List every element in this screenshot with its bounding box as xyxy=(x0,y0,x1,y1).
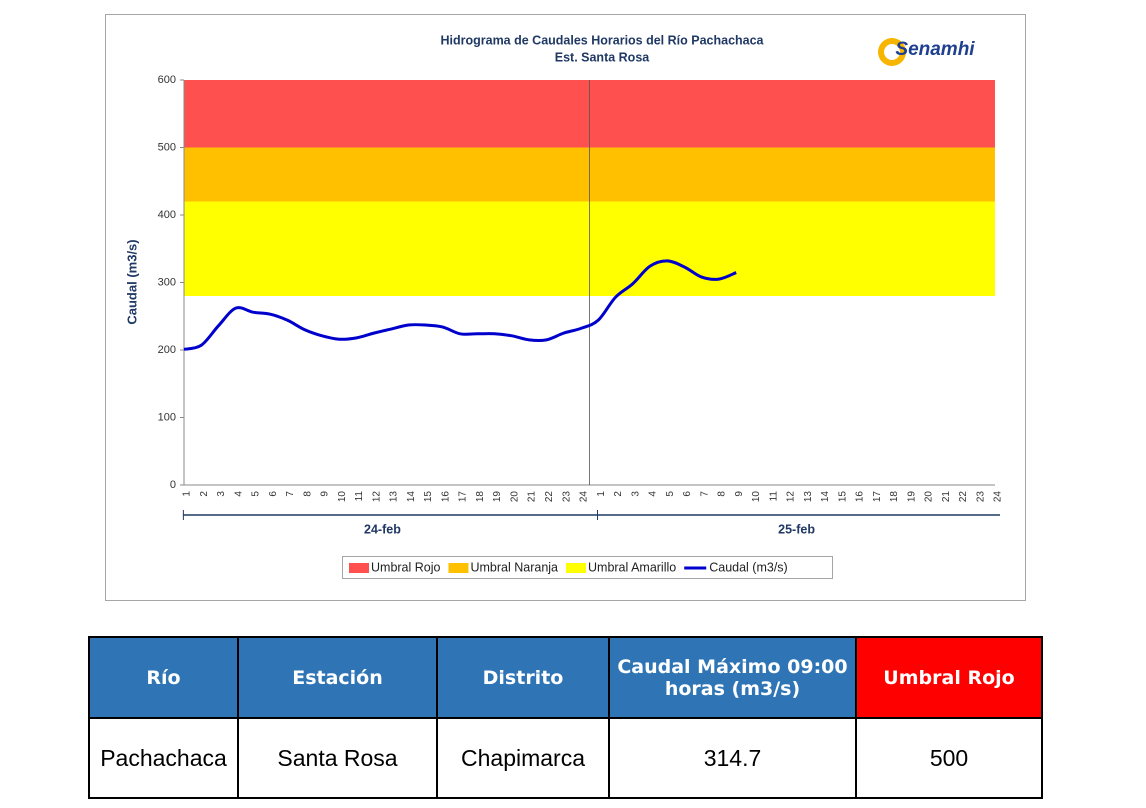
logo-sun xyxy=(878,38,906,66)
x-tick-label: 12 xyxy=(786,491,797,503)
legend-label: Umbral Rojo xyxy=(371,560,441,574)
chart: Hidrograma de Caudales Horarios del Río … xyxy=(105,14,1026,601)
legend-swatch xyxy=(349,563,369,573)
x-tick-label: 4 xyxy=(648,491,659,497)
x-tick-label: 14 xyxy=(406,491,417,503)
chart-subtitle: Est. Santa Rosa xyxy=(555,50,651,64)
x-tick-label: 7 xyxy=(285,491,296,497)
cell: Pachachaca xyxy=(88,717,239,799)
legend-label: Umbral Amarillo xyxy=(588,560,676,574)
x-tick-label: 1 xyxy=(182,491,193,497)
x-tick-label: 20 xyxy=(924,491,935,503)
x-tick-label: 18 xyxy=(889,491,900,503)
x-tick-label: 22 xyxy=(544,491,555,503)
legend-label: Caudal (m3/s) xyxy=(709,560,788,574)
x-tick-label: 13 xyxy=(803,491,814,503)
group-label: 24-feb xyxy=(364,522,401,536)
x-tick-label: 16 xyxy=(855,491,866,503)
x-tick-label: 24 xyxy=(993,491,1004,503)
logo-text: Senamhi xyxy=(895,39,975,60)
x-tick-label: 9 xyxy=(734,491,745,497)
cell: Chapimarca xyxy=(436,717,610,799)
x-tick-label: 7 xyxy=(699,491,710,497)
x-tick-label: 8 xyxy=(302,491,313,497)
x-tick-label: 13 xyxy=(389,491,400,503)
header-cell: Estación xyxy=(237,636,438,719)
y-tick-label: 200 xyxy=(158,344,176,356)
legend-label: Umbral Naranja xyxy=(470,560,558,574)
x-tick-label: 22 xyxy=(958,491,969,503)
x-tick-label: 20 xyxy=(509,491,520,503)
header-cell: Caudal Máximo 09:00 horas (m3/s) xyxy=(608,636,857,719)
y-axis-label: Caudal (m3/s) xyxy=(124,239,139,324)
x-tick-label: 8 xyxy=(717,491,728,497)
x-tick-label: 5 xyxy=(251,491,262,497)
legend-swatch xyxy=(448,563,469,573)
cell: Santa Rosa xyxy=(237,717,438,799)
y-tick-label: 400 xyxy=(158,209,176,221)
header-cell: Río xyxy=(88,636,239,719)
x-tick-label: 9 xyxy=(320,491,331,497)
series-line xyxy=(183,259,737,351)
y-tick-label: 0 xyxy=(170,479,176,491)
x-tick-label: 24 xyxy=(579,491,590,503)
x-tick-label: 21 xyxy=(941,491,952,503)
x-tick-label: 2 xyxy=(613,491,624,497)
x-tick-label: 19 xyxy=(492,491,503,503)
cell: 314.7 xyxy=(608,717,857,799)
x-tick-label: 6 xyxy=(682,491,693,497)
header-cell: Umbral Rojo xyxy=(855,636,1043,719)
data-row: Pachachaca Santa Rosa Chapimarca 314.7 5… xyxy=(88,717,1043,799)
x-tick-label: 23 xyxy=(975,491,986,503)
x-tick-label: 17 xyxy=(872,491,883,503)
x-tick-label: 1 xyxy=(596,491,607,497)
chart-title: Hidrograma de Caudales Horarios del Río … xyxy=(440,33,764,47)
x-tick-label: 10 xyxy=(751,491,762,503)
y-tick-label: 600 xyxy=(158,74,176,86)
y-tick-label: 100 xyxy=(158,411,176,423)
header-row: Río Estación Distrito Caudal Máximo 09:0… xyxy=(88,636,1043,719)
x-tick-label: 15 xyxy=(423,491,434,503)
x-tick-label: 2 xyxy=(199,491,210,497)
x-tick-label: 15 xyxy=(837,491,848,503)
header-cell: Distrito xyxy=(436,636,610,719)
x-tick-label: 3 xyxy=(216,491,227,497)
x-tick-label: 14 xyxy=(820,491,831,503)
x-tick-label: 11 xyxy=(768,491,779,502)
cell: 500 xyxy=(855,717,1043,799)
x-tick-label: 5 xyxy=(665,491,676,497)
x-tick-label: 12 xyxy=(371,491,382,503)
x-tick-label: 16 xyxy=(440,491,451,503)
x-tick-label: 3 xyxy=(630,491,641,497)
x-tick-label: 11 xyxy=(354,491,365,502)
x-tick-label: 6 xyxy=(268,491,279,497)
x-tick-label: 4 xyxy=(233,491,244,497)
x-tick-label: 10 xyxy=(337,491,348,503)
legend-swatch xyxy=(566,563,586,573)
x-tick-label: 19 xyxy=(906,491,917,503)
y-tick-label: 300 xyxy=(158,276,176,288)
summary-table: Río Estación Distrito Caudal Máximo 09:0… xyxy=(88,636,1043,799)
x-tick-label: 17 xyxy=(458,491,469,503)
x-tick-label: 23 xyxy=(561,491,572,503)
x-tick-label: 21 xyxy=(527,491,538,503)
group-label: 25-feb xyxy=(778,522,815,536)
x-tick-label: 18 xyxy=(475,491,486,503)
y-tick-label: 500 xyxy=(158,141,176,153)
